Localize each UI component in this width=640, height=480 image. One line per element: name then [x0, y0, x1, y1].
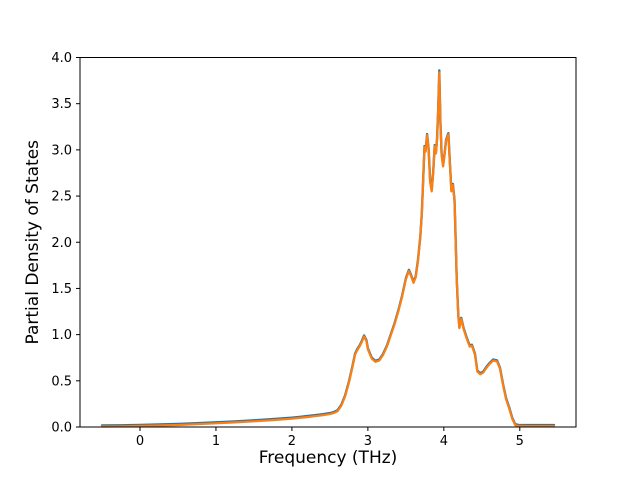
y-tick-label: 1.5 — [51, 282, 72, 297]
y-tick-label: 3.5 — [51, 97, 72, 112]
y-tick-label: 1.0 — [51, 328, 72, 343]
x-tick-label: 4 — [440, 434, 448, 449]
x-tick-label: 5 — [516, 434, 524, 449]
y-tick-label: 3.0 — [51, 143, 72, 158]
y-tick-label: 2.5 — [51, 190, 72, 205]
x-tick-label: 1 — [212, 434, 220, 449]
axes-frame — [79, 57, 577, 428]
y-tick-label: 0.0 — [51, 421, 72, 436]
y-tick-label: 2.0 — [51, 236, 72, 251]
y-axis-label: Partial Density of States — [23, 140, 43, 345]
x-axis-label: Frequency (THz) — [259, 448, 398, 468]
partial-dos-line-orange — [100, 71, 556, 428]
underlying-line-blue — [100, 69, 556, 427]
curves-layer — [100, 69, 556, 428]
y-tick-label: 0.5 — [51, 374, 72, 389]
ticks-layer: 0 1 2 3 4 5 0.0 0.5 1.0 1.5 2.0 2.5 3.0 3.5 4.0 — [51, 51, 524, 449]
x-tick-label: 0 — [136, 434, 144, 449]
y-tick-label: 4.0 — [51, 51, 72, 66]
x-tick-label: 2 — [288, 434, 296, 449]
x-tick-label: 3 — [364, 434, 372, 449]
